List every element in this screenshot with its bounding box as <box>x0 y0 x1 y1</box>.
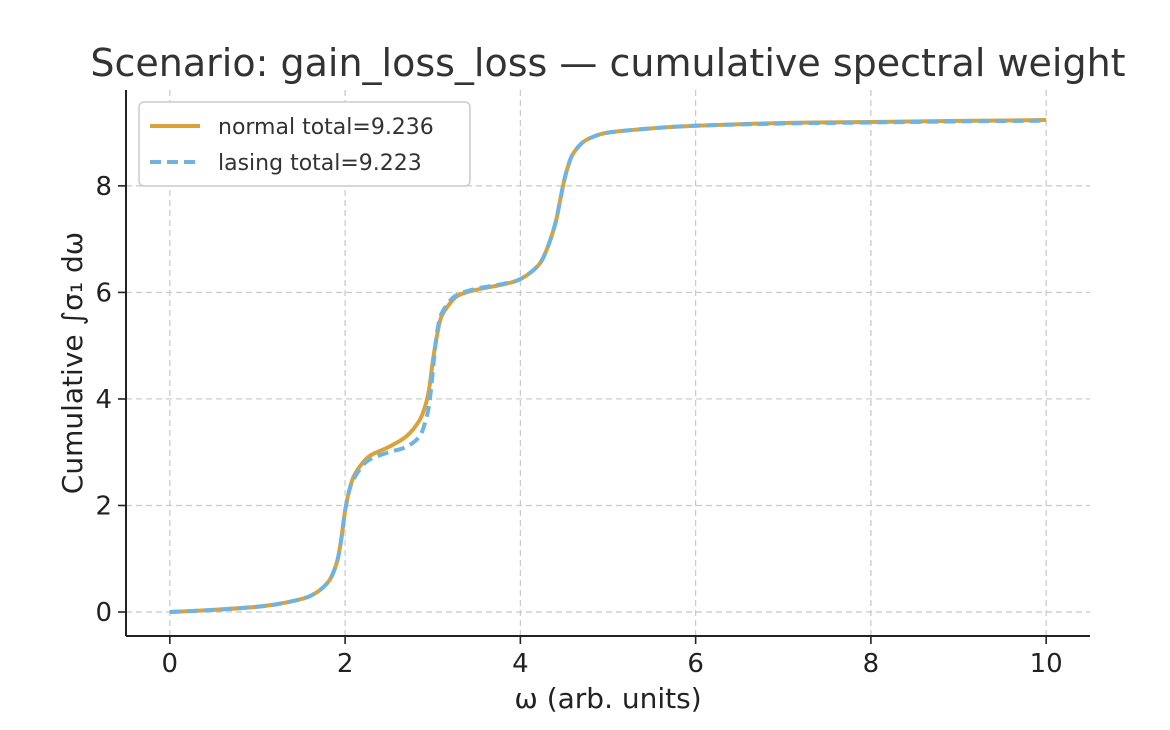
legend-label-normal: normal total=9.236 <box>218 115 434 140</box>
legend-label-lasing: lasing total=9.223 <box>218 151 422 176</box>
series-line-lasing <box>169 118 1047 615</box>
x-tick-label: 0 <box>162 649 179 679</box>
axes <box>125 90 1090 637</box>
x-tick-label: 8 <box>863 649 880 679</box>
x-tick-label: 10 <box>1030 649 1063 679</box>
x-axis-label: ω (arb. units) <box>514 682 701 715</box>
x-tick-label: 6 <box>687 649 704 679</box>
legend-box <box>138 101 471 187</box>
y-tick-label: 8 <box>95 172 112 202</box>
chart-title: Scenario: gain_loss_loss — cumulative sp… <box>90 41 1125 85</box>
grid <box>126 90 1090 636</box>
legend: normal total=9.236 lasing total=9.223 <box>138 101 471 187</box>
y-tick-label: 0 <box>95 598 112 628</box>
y-tick-label: 6 <box>95 278 112 308</box>
series-layer <box>169 118 1047 615</box>
x-tick-label: 2 <box>337 649 354 679</box>
ticks: 0 2 4 6 8 10 0 2 4 6 8 <box>95 172 1062 679</box>
y-axis-label: Cumulative ∫σ₁ dω <box>56 232 89 494</box>
y-tick-label: 2 <box>95 491 112 521</box>
x-tick-label: 4 <box>512 649 529 679</box>
y-tick-label: 4 <box>95 385 112 415</box>
